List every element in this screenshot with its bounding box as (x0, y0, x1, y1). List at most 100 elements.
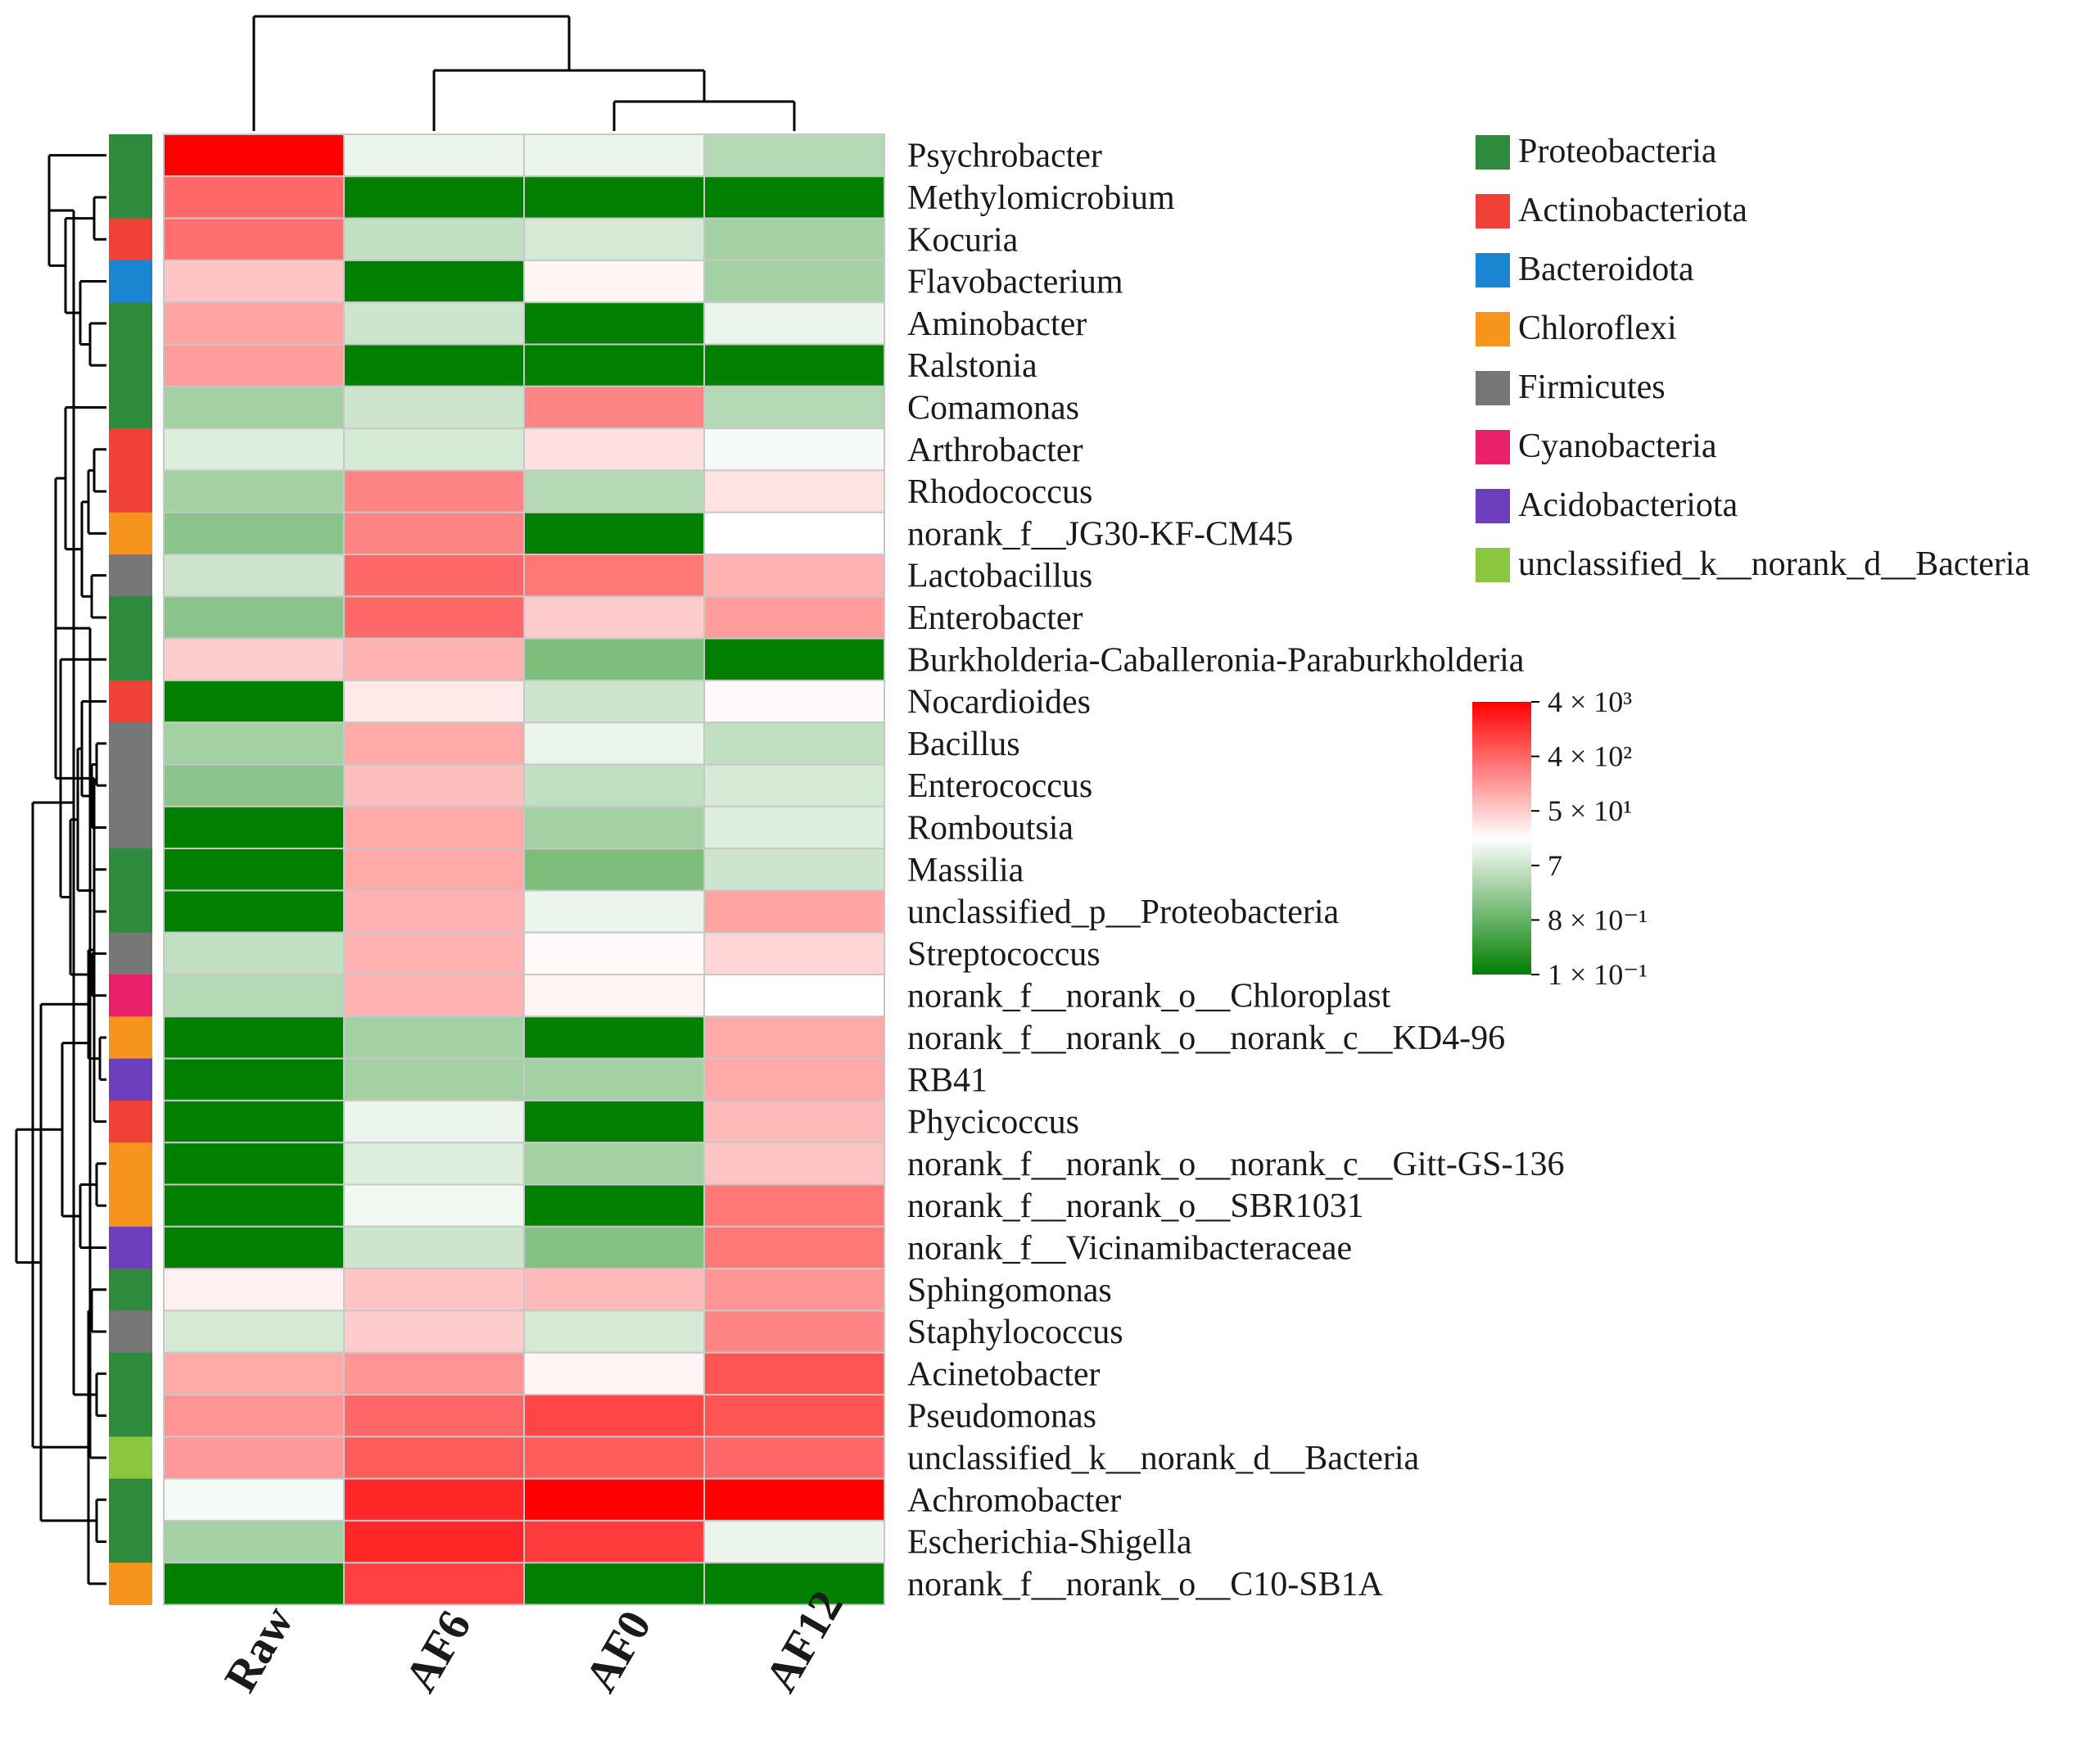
legend-swatch (1476, 194, 1510, 228)
heatmap-cell (703, 1394, 885, 1438)
heatmap-cell (163, 1015, 345, 1060)
row-label: Lactobacillus (907, 558, 1092, 595)
phylum-bar-segment (109, 722, 152, 765)
heatmap-cell (343, 763, 525, 807)
heatmap-cell (703, 217, 885, 261)
heatmap-cell (703, 1351, 885, 1395)
heatmap-cell (523, 1562, 705, 1606)
heatmap-cell (523, 385, 705, 430)
phylum-bar-segment (109, 1478, 152, 1522)
row-label: Pseudomonas (907, 1398, 1096, 1436)
heatmap-cell (523, 1057, 705, 1101)
heatmap-cell (523, 1142, 705, 1186)
row-dendrogram (15, 154, 106, 1585)
phylum-bar-segment (109, 1563, 152, 1605)
heatmap-cell (163, 1562, 345, 1606)
heatmap-cell (703, 931, 885, 975)
heatmap-cell (703, 889, 885, 934)
heatmap-cell (343, 1183, 525, 1228)
heatmap-cell (343, 1142, 525, 1186)
heatmap-cell (343, 974, 525, 1018)
heatmap-cell (163, 805, 345, 850)
heatmap-cell (703, 469, 885, 513)
heatmap-cell (343, 511, 525, 556)
heatmap-cell (523, 1394, 705, 1438)
heatmap-cell (523, 175, 705, 219)
phylum-bar-segment (109, 890, 152, 934)
heatmap-cell (703, 133, 885, 178)
row-label: Arthrobacter (907, 432, 1083, 469)
heatmap-cell (343, 595, 525, 640)
heatmap-cell (703, 301, 885, 346)
heatmap-cell (703, 1519, 885, 1564)
row-label: Staphylococcus (907, 1314, 1123, 1351)
heatmap-cell (703, 1268, 885, 1312)
heatmap-cell (163, 343, 345, 387)
heatmap-cell (703, 595, 885, 640)
row-labels: Psychrobacter Methylomicrobium Kocuria Flav… (907, 138, 1565, 1603)
heatmap-cell (343, 1436, 525, 1480)
heatmap-cell (163, 974, 345, 1018)
row-label: norank_f__norank_o__C10-SB1A (907, 1566, 1384, 1603)
heatmap-cell (523, 889, 705, 934)
phylum-bar-segment (109, 302, 152, 345)
row-label: unclassified_k__norank_d__Bacteria (907, 1440, 1419, 1477)
legend-swatch (1476, 430, 1510, 464)
row-label: norank_f__norank_o__norank_c__KD4-96 (907, 1020, 1505, 1057)
legend-swatch (1476, 548, 1510, 582)
heatmap-cell (163, 637, 345, 681)
row-label: Methylomicrobium (907, 179, 1175, 217)
phylum-bar-segment (109, 1226, 152, 1269)
heatmap-cell (163, 217, 345, 261)
phylum-bar-segment (109, 1016, 152, 1060)
heatmap-cell (163, 175, 345, 219)
heatmap-cell (163, 595, 345, 640)
row-label: Achromobacter (907, 1481, 1121, 1519)
heatmap-cell (343, 1225, 525, 1270)
row-label: Rhodococcus (907, 473, 1092, 511)
phylum-bar-segment (109, 260, 152, 303)
heatmap-cell (703, 1015, 885, 1060)
row-label: Enterococcus (907, 767, 1092, 805)
heatmap-cell (163, 1351, 345, 1395)
heatmap-cell (703, 554, 885, 598)
legend-swatch (1476, 253, 1510, 287)
heatmap-cell (163, 1519, 345, 1564)
heatmap-cell (163, 679, 345, 724)
heatmap-cell (343, 175, 525, 219)
phylum-bar-segment (109, 470, 152, 513)
heatmap-cell (523, 1351, 705, 1395)
legend-label: Acidobacteriota (1518, 486, 1738, 524)
heatmap-cell (523, 554, 705, 598)
heatmap-cell (343, 217, 525, 261)
phylum-bar-segment (109, 134, 152, 177)
heatmap-cell (703, 511, 885, 556)
phylum-bar-segment (109, 764, 152, 807)
heatmap-cell (703, 427, 885, 472)
heatmap-cell (523, 679, 705, 724)
heatmap-cell (523, 721, 705, 766)
heatmap-cell (163, 1477, 345, 1522)
legend-label: Bacteroidota (1518, 251, 1694, 288)
heatmap-cell (703, 1562, 885, 1606)
phylum-bar-segment (109, 1310, 152, 1354)
legend-swatch (1476, 312, 1510, 346)
phylum-bar-segment (109, 428, 152, 471)
phylum-bar-segment (109, 1269, 152, 1311)
heatmap-cell (523, 1268, 705, 1312)
heatmap-cell (163, 1183, 345, 1228)
legend-label: Proteobacteria (1518, 133, 1717, 170)
heatmap-cell (343, 259, 525, 304)
row-label: norank_f__Vicinamibacteraceae (907, 1229, 1352, 1267)
heatmap-cell (703, 974, 885, 1018)
heatmap-cell (343, 679, 525, 724)
heatmap-border (163, 133, 885, 1606)
heatmap-cell (343, 554, 525, 598)
heatmap-cell (703, 848, 885, 892)
row-label: Psychrobacter (907, 138, 1102, 175)
heatmap-cell (523, 1477, 705, 1522)
heatmap-cell (703, 763, 885, 807)
heatmap-cell (163, 889, 345, 934)
heatmap-cell (523, 637, 705, 681)
row-label: Aminobacter (907, 305, 1087, 343)
